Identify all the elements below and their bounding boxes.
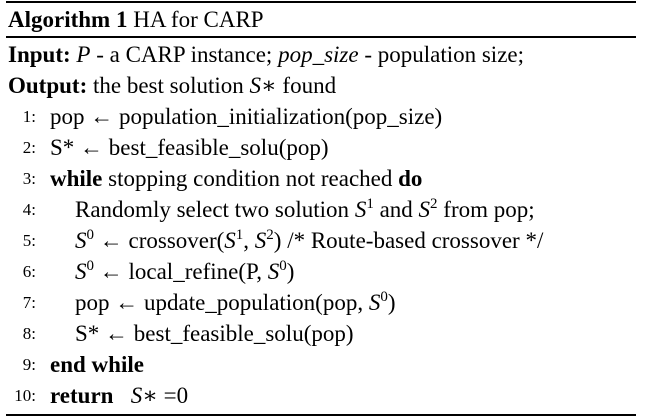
bottom-rule bbox=[6, 414, 636, 416]
superscript: 0 bbox=[279, 258, 287, 274]
math-var: S bbox=[224, 228, 236, 253]
output-line: Output: the best solution S∗ found bbox=[8, 70, 336, 101]
code-line-6: 6: S0 ← local_refine(P, S0) bbox=[0, 256, 640, 287]
line-text: end while bbox=[50, 349, 144, 380]
algorithm-label: Algorithm 1 bbox=[8, 7, 128, 32]
line-number: 10: bbox=[14, 386, 36, 405]
line-text: S* ← best_feasible_solu(pop) bbox=[50, 135, 329, 160]
math-var: S bbox=[75, 259, 87, 284]
input-label: Input: bbox=[8, 42, 71, 67]
code-line-8: 8: S* ← best_feasible_solu(pop) bbox=[0, 318, 640, 349]
line-text: while stopping condition not reached do bbox=[50, 163, 422, 194]
input-line: Input: P - a CARP instance; pop_size - p… bbox=[8, 39, 524, 70]
text-segment: ← local_refine(P, bbox=[94, 259, 268, 284]
input-p-desc: - a CARP instance; bbox=[90, 42, 279, 67]
return-value: =0 bbox=[157, 383, 189, 408]
math-var: S bbox=[75, 228, 87, 253]
math-var: S bbox=[354, 197, 367, 222]
line-number: 6: bbox=[22, 262, 36, 281]
line-number: 7: bbox=[22, 293, 36, 312]
text-segment: , bbox=[243, 228, 255, 253]
text-segment: ) /* Route-based crossover */ bbox=[273, 228, 544, 253]
text-segment: ) bbox=[387, 290, 396, 315]
input-p-var: P bbox=[76, 42, 91, 67]
top-rule bbox=[6, 1, 636, 3]
text-segment: Randomly select two solution bbox=[75, 197, 355, 222]
math-var: S bbox=[267, 259, 280, 284]
code-line-2: 2: S* ← best_feasible_solu(pop) bbox=[0, 132, 640, 163]
line-text: return S∗ =0 bbox=[50, 380, 188, 411]
output-after: found bbox=[276, 73, 337, 98]
math-var: S bbox=[368, 290, 381, 315]
superscript: 2 bbox=[430, 196, 438, 212]
input-pop-var: pop_size bbox=[278, 42, 359, 67]
text-segment: ) bbox=[286, 259, 295, 284]
line-number: 5: bbox=[22, 231, 36, 250]
line-text: S0 ← local_refine(P, S0) bbox=[75, 256, 294, 287]
superscript: 1 bbox=[235, 227, 244, 243]
line-text: pop ← update_population(pop, S0) bbox=[75, 287, 396, 318]
code-line-10: 10: return S∗ =0 bbox=[0, 380, 640, 411]
line-number: 2: bbox=[22, 138, 36, 157]
line-text: S* ← best_feasible_solu(pop) bbox=[75, 321, 354, 346]
math-var: S bbox=[254, 228, 267, 253]
math-var: S bbox=[418, 197, 431, 222]
algorithm-title: Algorithm 1 HA for CARP bbox=[8, 4, 264, 35]
line-number: 3: bbox=[22, 169, 36, 188]
code-line-3: 3: while stopping condition not reached … bbox=[0, 163, 640, 194]
line-text: pop ← population_initialization(pop_size… bbox=[50, 104, 443, 129]
text-segment: from pop; bbox=[437, 197, 535, 222]
return-var: S∗ bbox=[130, 383, 158, 408]
algorithm-name: HA for CARP bbox=[133, 7, 264, 32]
superscript: 2 bbox=[266, 227, 274, 243]
line-text: S0 ← crossover(S1, S2) /* Route-based cr… bbox=[75, 225, 543, 256]
output-label: Output: bbox=[8, 73, 88, 98]
line-text: Randomly select two solution S1 and S2 f… bbox=[75, 194, 535, 225]
line-number: 4: bbox=[22, 200, 36, 219]
code-line-9: 9: end while bbox=[0, 349, 640, 380]
keyword-while: while bbox=[50, 166, 103, 191]
input-pop-desc: - population size; bbox=[358, 42, 524, 67]
keyword-do: do bbox=[398, 166, 423, 191]
code-line-1: 1: pop ← population_initialization(pop_s… bbox=[0, 101, 640, 132]
title-rule bbox=[6, 36, 636, 38]
line-number: 8: bbox=[22, 324, 36, 343]
keyword-end-while: end while bbox=[50, 352, 144, 377]
keyword-return: return bbox=[50, 383, 114, 408]
superscript: 0 bbox=[86, 258, 95, 274]
text-segment: and bbox=[373, 197, 419, 222]
code-line-5: 5: S0 ← crossover(S1, S2) /* Route-based… bbox=[0, 225, 640, 256]
text-segment: pop ← update_population(pop, bbox=[75, 290, 369, 315]
while-condition: stopping condition not reached bbox=[102, 166, 399, 191]
superscript: 1 bbox=[366, 196, 374, 212]
line-number: 1: bbox=[22, 107, 36, 126]
code-line-7: 7: pop ← update_population(pop, S0) bbox=[0, 287, 640, 318]
output-text: the best solution bbox=[87, 73, 250, 98]
superscript: 0 bbox=[380, 289, 388, 305]
text-segment: ← crossover( bbox=[94, 228, 225, 253]
output-var: S∗ bbox=[249, 73, 277, 98]
line-number: 9: bbox=[22, 355, 36, 374]
superscript: 0 bbox=[86, 227, 95, 243]
code-line-4: 4: Randomly select two solution S1 and S… bbox=[0, 194, 640, 225]
